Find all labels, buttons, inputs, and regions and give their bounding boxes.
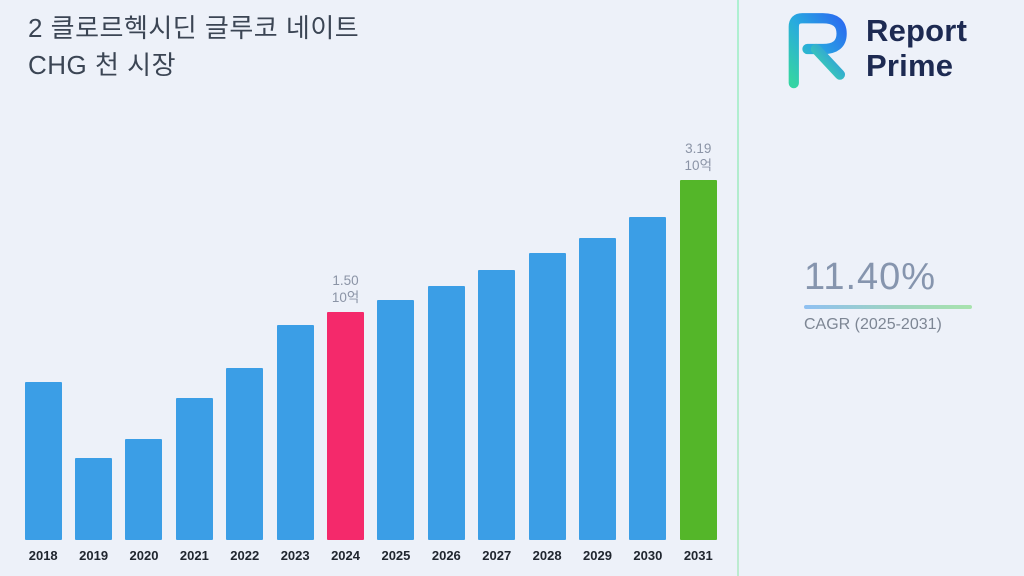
bar-annotation-2024: 1.50 10억 <box>331 272 360 306</box>
bar-chart: 2018 2019 2020 2021 2022 2023 1.50 10억 2024 2025 2… <box>18 140 723 564</box>
bar-2024 <box>327 312 365 540</box>
bar-2026 <box>427 286 465 540</box>
bar-column-2023: 2023 <box>270 325 320 564</box>
bar-2019 <box>75 458 113 540</box>
x-axis-label-2029: 2029 <box>583 548 612 563</box>
x-axis-label-2022: 2022 <box>230 548 260 563</box>
bar-2028 <box>528 253 566 540</box>
page-title-line1: 2 클로르헥시딘 글루코 네이트 <box>28 13 360 43</box>
cagr-underline <box>804 305 972 309</box>
cagr-value: 11.40% <box>804 256 937 298</box>
brand-name-line2: Prime <box>866 48 954 83</box>
panel-divider <box>737 0 739 576</box>
bar-column-2018: 2018 <box>18 382 68 564</box>
brand-logo: Report Prime <box>772 8 967 90</box>
x-axis-label-2030: 2030 <box>633 548 663 563</box>
x-axis-label-2025: 2025 <box>381 548 411 563</box>
bar-column-2025: 2025 <box>371 300 421 564</box>
x-axis-label-2028: 2028 <box>532 548 562 563</box>
bar-2029 <box>578 238 616 540</box>
bar-annotation-2031: 3.19 10억 <box>684 140 712 174</box>
bar-column-2019: 2019 <box>68 458 118 564</box>
bar-column-2027: 2027 <box>472 270 522 564</box>
bar-2023 <box>276 325 314 540</box>
bar-2020 <box>125 439 163 540</box>
bar-2027 <box>478 270 516 540</box>
brand-name: Report Prime <box>866 14 967 83</box>
x-axis-label-2027: 2027 <box>482 548 512 563</box>
brand-name-line1: Report <box>866 13 968 49</box>
bar-2031 <box>679 180 717 540</box>
bar-column-2021: 2021 <box>169 398 219 564</box>
bar-column-2030: 2030 <box>623 217 673 564</box>
x-axis-label-2018: 2018 <box>28 548 58 563</box>
report-prime-logo-icon <box>788 13 847 89</box>
x-axis-label-2023: 2023 <box>280 548 310 563</box>
bar-2018 <box>24 382 62 540</box>
bar-2021 <box>175 398 213 540</box>
x-axis-label-2019: 2019 <box>79 548 109 563</box>
x-axis-label-2031: 2031 <box>683 548 713 563</box>
bar-column-2020: 2020 <box>119 439 169 564</box>
page-title: 2 클로르헥시딘 글루코 네이트 CHG 천 시장 <box>28 10 359 84</box>
x-axis-label-2024: 2024 <box>331 548 360 563</box>
cagr-block: 11.40% CAGR (2025-2031) <box>804 256 976 334</box>
bar-column-2029: 2029 <box>572 238 622 564</box>
x-axis-label-2026: 2026 <box>431 548 461 563</box>
bar-2025 <box>377 300 415 540</box>
cagr-label: CAGR (2025-2031) <box>804 316 942 333</box>
x-axis-label-2021: 2021 <box>179 548 209 563</box>
bar-column-2024: 1.50 10억 2024 <box>320 272 370 564</box>
x-axis-label-2020: 2020 <box>129 548 159 563</box>
bar-column-2031: 3.19 10억 2031 <box>673 140 723 564</box>
bar-column-2026: 2026 <box>421 286 471 564</box>
bar-column-2022: 2022 <box>220 368 270 564</box>
page-title-line2: CHG 천 시장 <box>28 49 176 80</box>
bar-2030 <box>629 217 667 540</box>
bar-column-2028: 2028 <box>522 253 572 564</box>
bar-2022 <box>226 368 264 540</box>
